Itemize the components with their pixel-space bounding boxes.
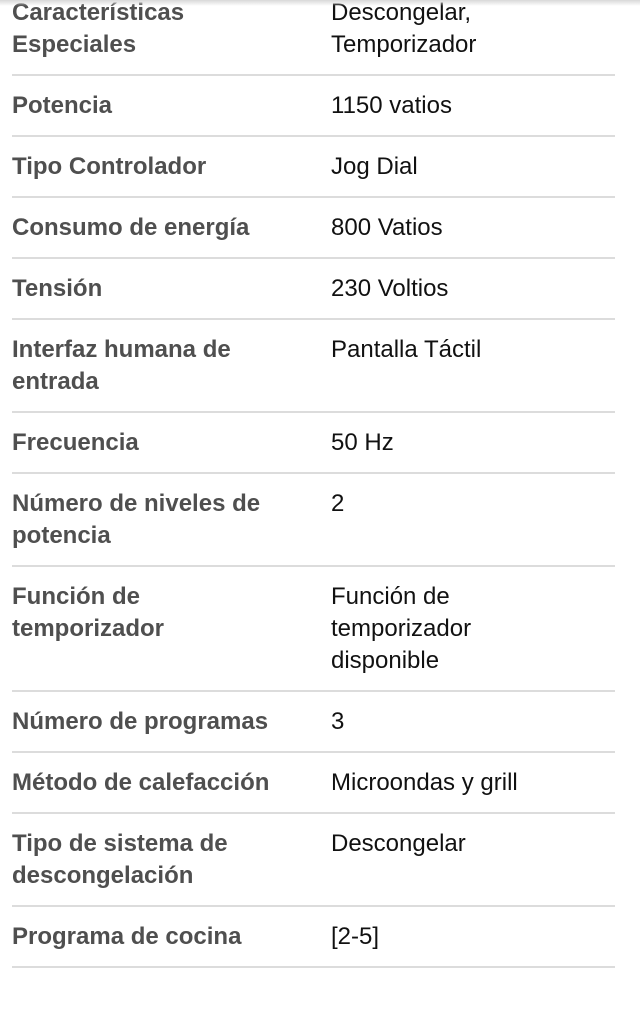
spec-label: Número de programas [12,708,269,735]
spec-value: Descongelar, Temporizador [331,0,477,58]
spec-value: 50 Hz [331,429,394,456]
specifications-table: Características Especiales Descongelar, T… [12,0,615,968]
spec-row: Tipo Controlador Jog Dial [12,137,615,198]
spec-label: Tipo Controlador [12,153,207,180]
spec-label: Consumo de energía [12,214,250,241]
spec-label: Tipo de sistema de descongelación [12,830,228,889]
spec-value: Microondas y grill [331,769,518,796]
spec-value: Función de temporizador disponible [331,583,472,674]
spec-label: Método de calefacción [12,769,270,796]
spec-value: [2-5] [331,923,380,950]
spec-row: Tipo de sistema de descongelación Descong… [12,814,615,907]
spec-label: Potencia [12,92,113,119]
spec-label: Frecuencia [12,429,139,456]
spec-row: Programa de cocina [2-5] [12,907,615,968]
top-shadow [0,0,640,6]
spec-value: 230 Voltios [331,275,449,302]
spec-label: Tensión [12,275,103,302]
spec-row: Número de programas 3 [12,692,615,753]
spec-row: Interfaz humana de entrada Pantalla Tácti… [12,320,615,413]
spec-label: Función de temporizador [12,583,165,642]
spec-row: Tensión 230 Voltios [12,259,615,320]
spec-row: Número de niveles de potencia 2 [12,474,615,567]
spec-value: 2 [331,490,345,517]
spec-label: Número de niveles de potencia [12,490,261,549]
spec-row: Frecuencia 50 Hz [12,413,615,474]
spec-value: Jog Dial [331,153,418,180]
spec-label: Interfaz humana de entrada [12,336,231,395]
spec-value: Descongelar [331,830,466,857]
spec-value: 800 Vatios [331,214,443,241]
spec-value: 3 [331,708,345,735]
spec-row: Función de temporizador Función de tempor… [12,567,615,692]
spec-value: 1150 vatios [331,92,452,119]
spec-row: Potencia 1150 vatios [12,76,615,137]
spec-row: Características Especiales Descongelar, T… [12,0,615,76]
spec-row: Método de calefacción Microondas y grill [12,753,615,814]
spec-value: Pantalla Táctil [331,336,482,363]
spec-label: Características Especiales [12,0,185,58]
spec-row: Consumo de energía 800 Vatios [12,198,615,259]
spec-label: Programa de cocina [12,923,242,950]
